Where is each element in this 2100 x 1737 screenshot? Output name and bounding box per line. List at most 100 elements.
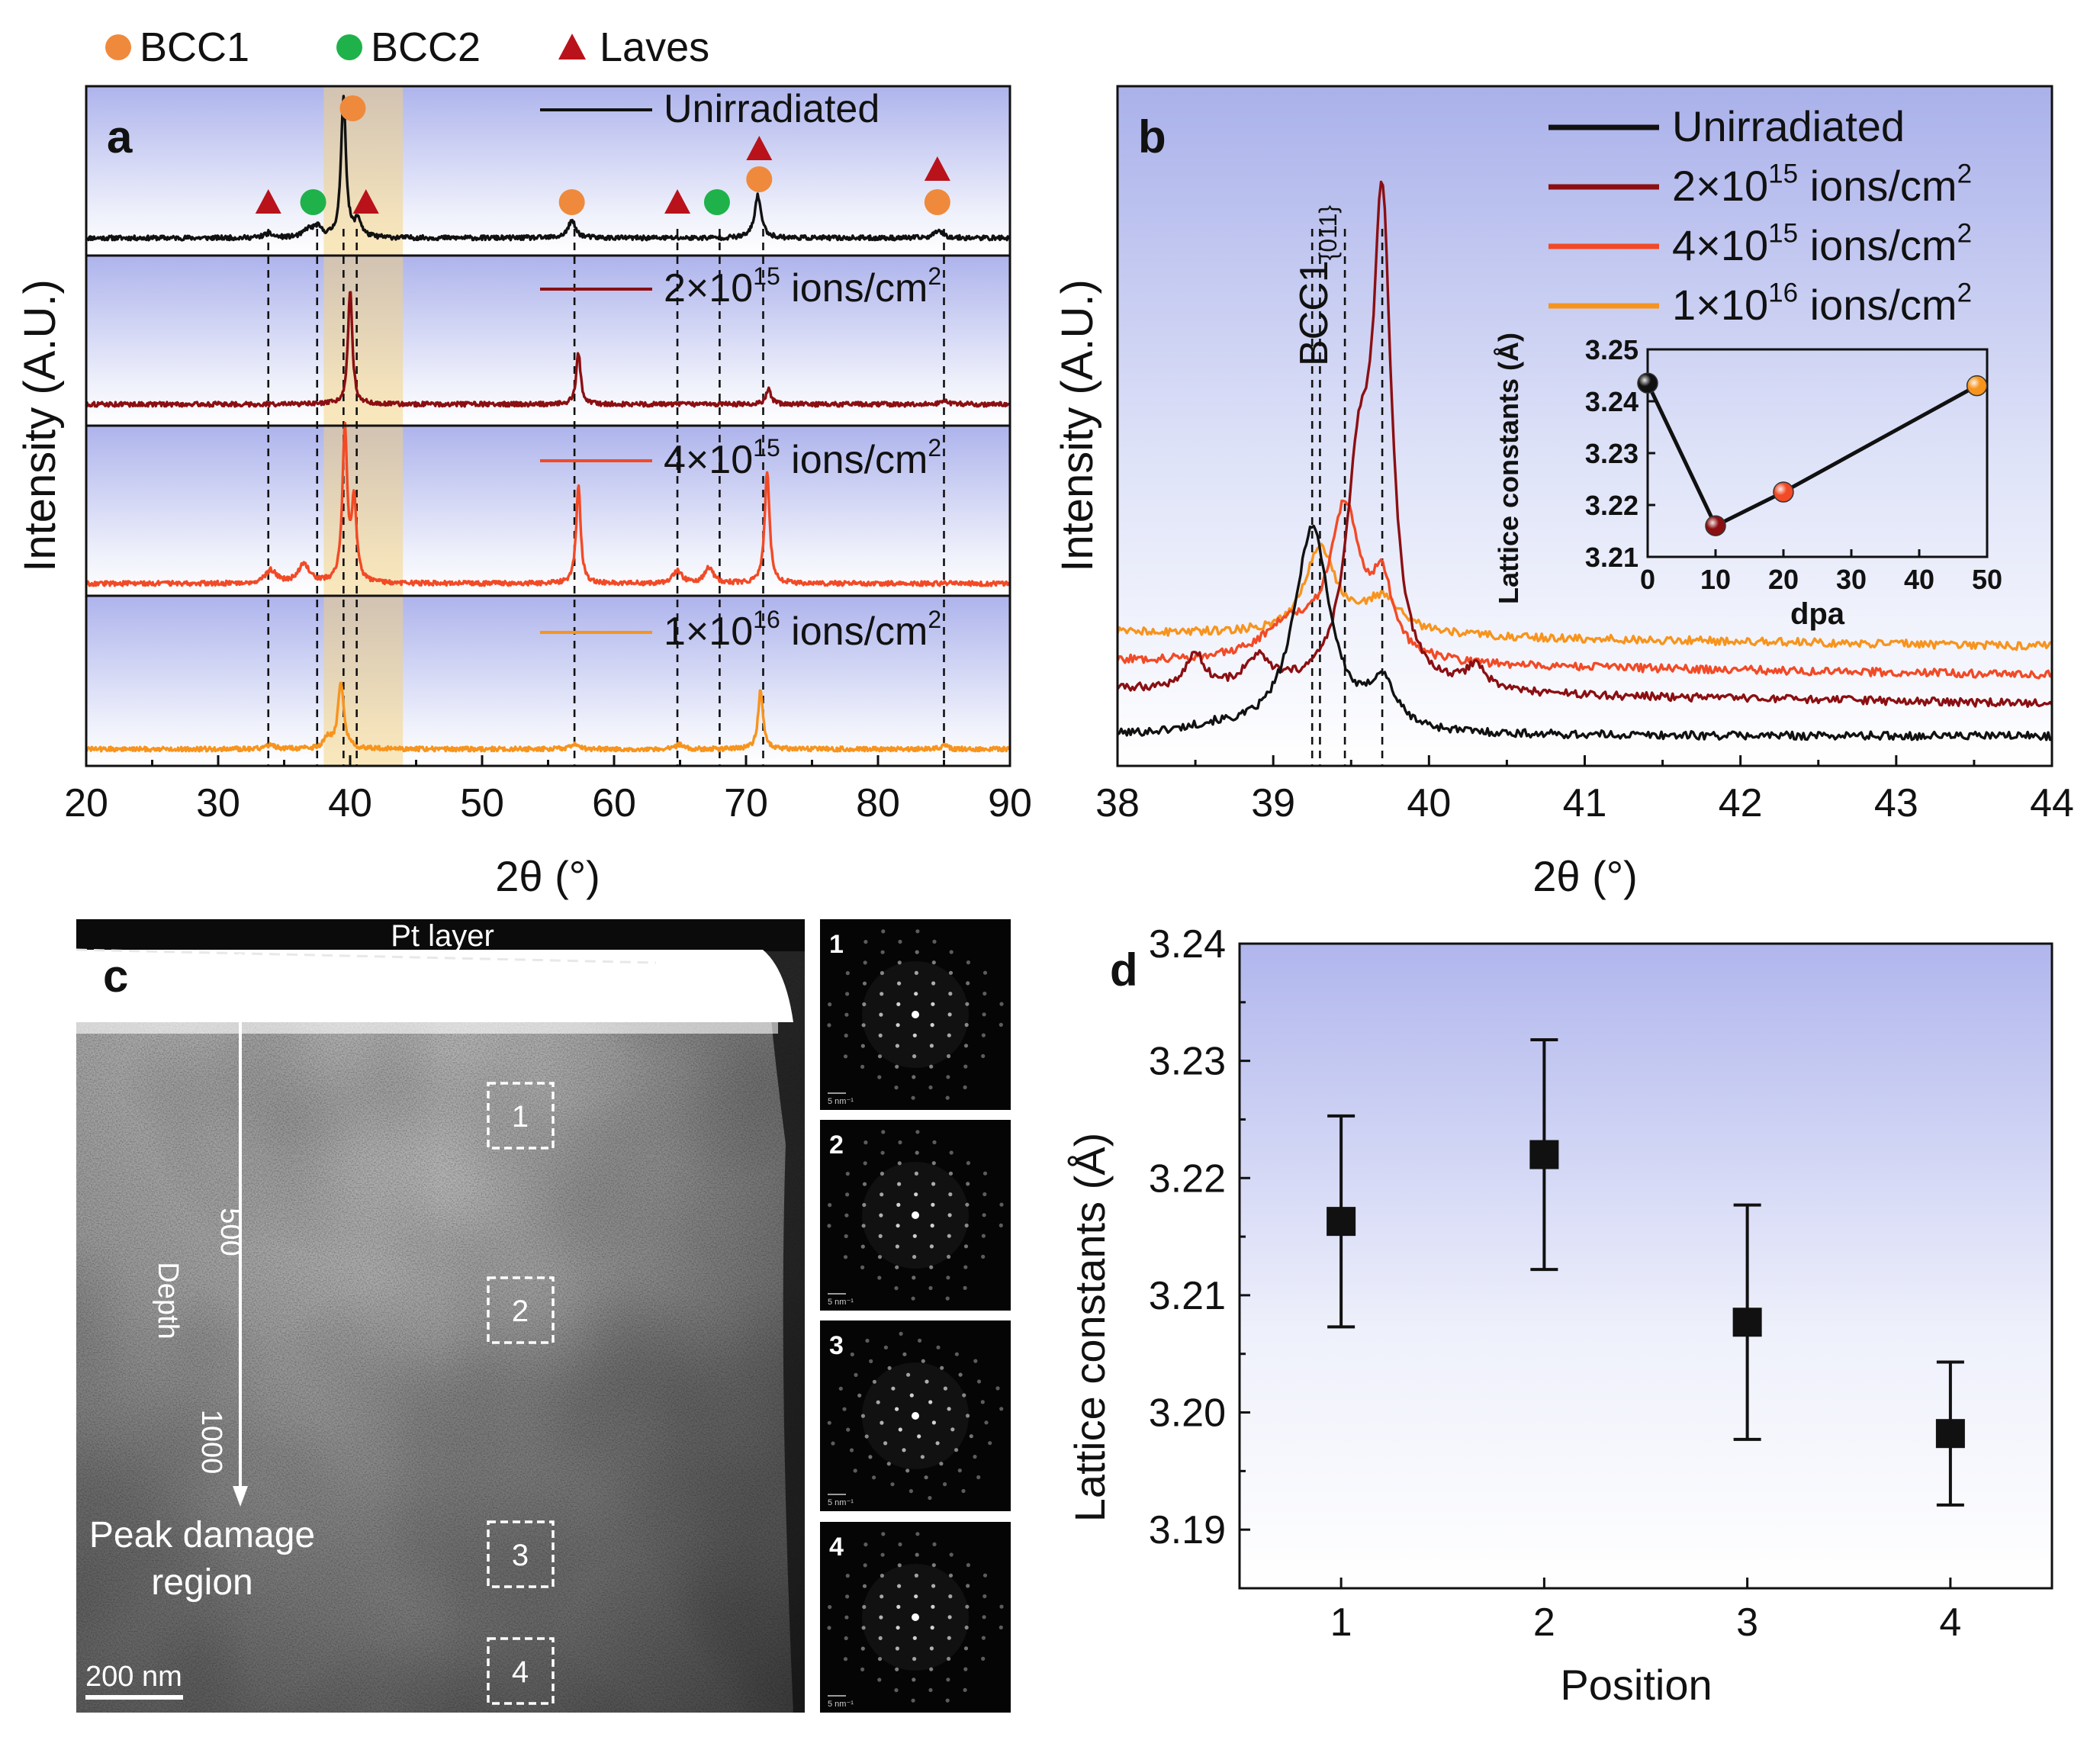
diffraction-spot (995, 1386, 1000, 1391)
panel-b-y-label: Intensity (A.U.) (1053, 279, 1102, 572)
diffraction-spot (924, 1475, 928, 1480)
panel-b-trace-2 (1116, 499, 2053, 680)
diffraction-spot (845, 1192, 850, 1197)
panel-a-x-tick-label: 30 (196, 781, 240, 825)
region-box-4 (487, 1637, 555, 1705)
diffraction-spot (883, 1345, 888, 1349)
diffraction-scale-3: 5 nm⁻¹ (828, 1498, 854, 1507)
diffraction-spot (999, 1022, 1003, 1027)
diffraction-spot (973, 1455, 977, 1459)
diffraction-spot (931, 981, 936, 986)
diffraction-spot (880, 1150, 885, 1155)
data-point-3 (1732, 1308, 1762, 1337)
diffraction-spot (877, 1054, 883, 1059)
diffraction-spot (896, 1202, 901, 1207)
diffraction-spot (945, 1095, 950, 1100)
diffraction-spot (860, 1646, 865, 1651)
diffraction-spot (982, 1012, 986, 1017)
tem-image-dark-edge (763, 919, 805, 1713)
diffraction-spot (945, 1296, 950, 1301)
diffraction-spot (947, 1254, 951, 1259)
bcc1-marker (746, 166, 773, 192)
diffraction-spot (964, 1625, 969, 1630)
diffraction-spot (982, 1615, 986, 1620)
diffraction-spot (931, 1202, 935, 1207)
diffraction-spot (931, 1563, 936, 1568)
diffraction-spot (946, 1075, 950, 1079)
inset-x-tick-label: 0 (1640, 564, 1655, 595)
inset-connect-line (1645, 382, 1978, 529)
diffraction-spot (912, 1255, 917, 1259)
diffraction-spot (982, 1213, 986, 1218)
diffraction-spot (863, 940, 868, 944)
diffraction-spot (864, 1434, 869, 1439)
inset-point-shine-1 (1706, 516, 1725, 536)
diffraction-spot (999, 1407, 1004, 1411)
diffraction-spot (945, 1698, 950, 1703)
diffraction-spot (861, 1023, 866, 1028)
diffraction-spot (964, 1223, 969, 1228)
inset-point-shine-0 (1638, 373, 1658, 394)
diffraction-spot (981, 1033, 986, 1037)
panel-a-x-tick-label: 20 (64, 781, 108, 825)
panel-a-x-tick-label: 40 (328, 781, 372, 825)
diffraction-spot (881, 1130, 886, 1134)
diffraction-label-3: 3 (829, 1331, 844, 1360)
panel-c-label: c (103, 951, 128, 1002)
diffraction-spot (982, 1192, 987, 1197)
peak-damage-label-2: region (151, 1562, 252, 1603)
diffraction-spot (946, 1677, 950, 1682)
panel-d-frame (1238, 942, 2053, 1590)
diffraction-spot (843, 1255, 848, 1259)
diffraction-spot (849, 1448, 854, 1452)
panel-b-legend-label-3: 1×1016 ions/cm2 (1672, 278, 1972, 329)
panel-b-trace-3 (1116, 542, 2053, 651)
diffraction-spot (973, 1359, 978, 1363)
diffraction-spot (950, 1427, 955, 1432)
diffraction-spot (947, 1053, 951, 1059)
diffraction-spot (912, 1011, 919, 1018)
diffraction-spot (880, 1573, 884, 1578)
diffraction-spot (976, 1379, 982, 1384)
region-box-2 (487, 1276, 555, 1344)
panel-d-y-tick-label: 3.19 (1149, 1508, 1226, 1552)
diffraction-spot (902, 1352, 907, 1356)
diffraction-spot (862, 1584, 867, 1588)
diffraction-spot (879, 1615, 883, 1620)
diffraction-spot (981, 1053, 986, 1058)
panel-b-x-tick-label: 43 (1874, 781, 1918, 825)
diffraction-spot (931, 1161, 936, 1166)
diffraction-spot (912, 1033, 917, 1037)
diffraction-spot (861, 1224, 866, 1228)
diffraction-spot (872, 1475, 876, 1480)
diffraction-spot (980, 1400, 985, 1404)
diffraction-spot (912, 1613, 919, 1621)
tem-glow-fade (76, 1011, 778, 1034)
diffraction-spot (940, 1365, 944, 1370)
diffraction-spot (897, 981, 902, 986)
panel-b-label: b (1138, 111, 1166, 162)
panel-a-trace-0 (85, 95, 1011, 242)
panel-b: 38 39 40 41 42 43 44 Unirradiated 2×1015 ions/c… (1053, 85, 2074, 900)
diffraction-spot (844, 1234, 848, 1239)
panel-b-legend-label-2: 4×1015 ions/cm2 (1672, 218, 1972, 269)
diffraction-spot (912, 1412, 919, 1420)
diffraction-spot (895, 1646, 899, 1651)
panel-d-label: d (1110, 944, 1138, 996)
diffraction-spot (911, 1095, 915, 1100)
region-box-label-3: 3 (512, 1539, 529, 1572)
diffraction-spot (881, 1532, 886, 1536)
panel-b-x-tick-label: 39 (1251, 781, 1295, 825)
diffraction-spot (914, 970, 918, 975)
panel-d-y-label: Lattice constants (Å) (1066, 1133, 1114, 1522)
panel-b-x-tick-label: 38 (1095, 781, 1140, 825)
diffraction-spot (846, 1427, 851, 1432)
diffraction-spot (928, 1085, 933, 1090)
diffraction-spot (879, 1213, 883, 1218)
diffraction-spot (929, 1064, 934, 1069)
diffraction-spot (880, 1552, 885, 1557)
panel-d-x-tick-label: 4 (1939, 1600, 1961, 1645)
panel-a-label: a (107, 111, 133, 162)
diffraction-spot (876, 1400, 880, 1404)
diffraction-spot (999, 1202, 1004, 1207)
